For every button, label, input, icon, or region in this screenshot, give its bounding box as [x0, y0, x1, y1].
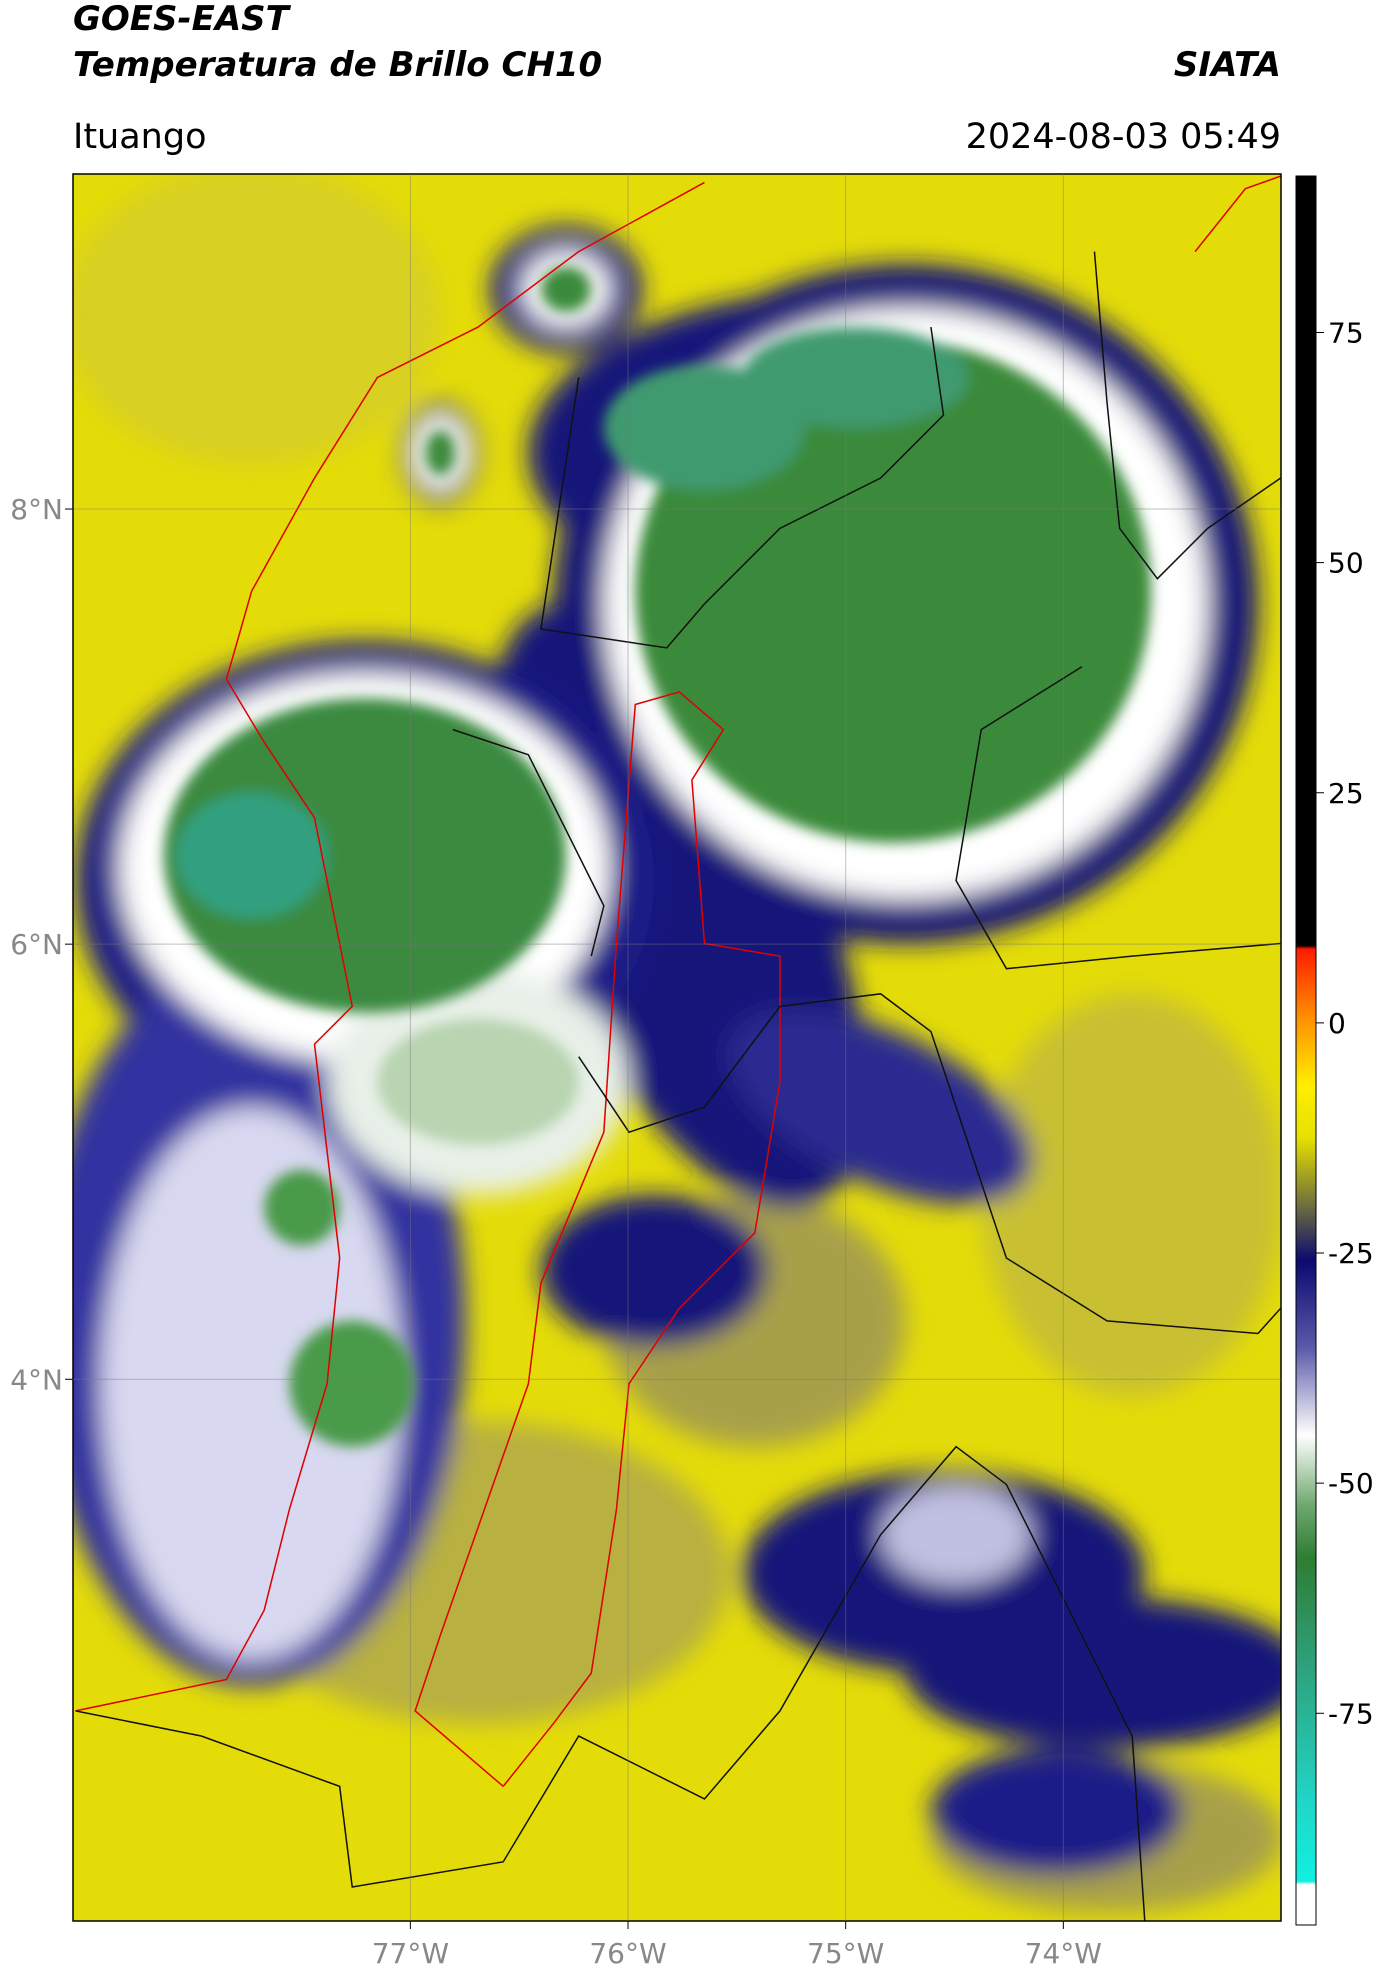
colorbar-tick-label: 75 [1328, 316, 1364, 349]
colorbar-tick-label: -50 [1328, 1467, 1374, 1500]
y-tick-label: 6°N [10, 928, 63, 961]
map-frame [72, 173, 1282, 1922]
colorbar [1295, 175, 1317, 1926]
organization: SIATA [1174, 45, 1281, 85]
title: GOES-EAST [73, 0, 292, 39]
satellite-image [73, 174, 1281, 1921]
y-tick-label: 8°N [10, 493, 63, 526]
x-tick-label: 76°W [589, 1937, 666, 1970]
subtitle: Temperatura de Brillo CH10 [73, 45, 602, 85]
x-tick-label: 74°W [1025, 1937, 1102, 1970]
x-tick-label: 75°W [807, 1937, 884, 1970]
colorbar-tick-label: 50 [1328, 547, 1364, 580]
timestamp: 2024-08-03 05:49 [966, 117, 1281, 157]
y-tick-label: 4°N [10, 1363, 63, 1396]
colorbar-tick-label: 0 [1328, 1007, 1346, 1040]
colorbar-tick-label: -75 [1328, 1697, 1374, 1730]
colorbar-tick-label: -25 [1328, 1237, 1374, 1270]
x-tick-label: 77°W [372, 1937, 449, 1970]
location: Ituango [73, 117, 207, 157]
colorbar-tick-label: 25 [1328, 777, 1364, 810]
